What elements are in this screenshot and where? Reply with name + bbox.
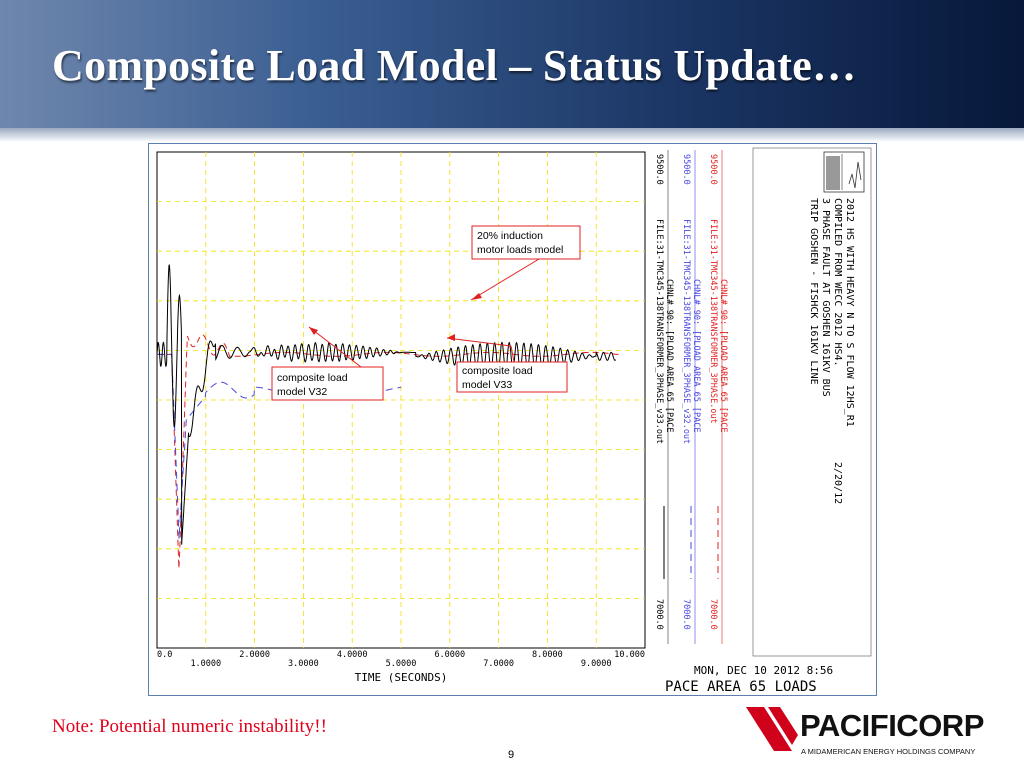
legend-ymax: 9500.0	[681, 154, 691, 185]
legend-channel: CHNL# 90: [PLOAD AREA 65 [PACE	[718, 279, 728, 433]
x-tick-label: 7.0000	[483, 659, 514, 669]
x-tick-label: 6.0000	[434, 650, 465, 660]
header-divider	[0, 128, 1024, 142]
series-line-black	[156, 264, 617, 545]
annotation-line: composite load	[277, 372, 348, 384]
case-info-frame	[752, 147, 872, 657]
annotation-line: motor loads model	[477, 244, 563, 256]
x-tick-label: 5.0000	[386, 659, 417, 669]
x-tick-label: 2.0000	[239, 650, 270, 660]
legend-file: FILE:31-TMC345-138TRANSFORMER_3PHASE_v33…	[654, 219, 664, 444]
x-tick-label: 3.0000	[288, 659, 319, 669]
case-info-line: 3 PHASE FAULT AT GOSHEN 161KV BUS	[820, 198, 831, 397]
annotation-arrow	[308, 326, 362, 368]
legend-ymin: 7000.0	[654, 599, 664, 630]
x-tick-label: 10.000	[614, 650, 645, 660]
legend-entry: 9500.0 FILE:31-TMC345-138TRANSFORMER_3PHA…	[708, 150, 728, 644]
x-axis-label: TIME (SECONDS)	[355, 671, 448, 684]
x-tick-label: 9.0000	[581, 659, 612, 669]
case-info-line: TRIP GOSHEN - FISHCK 161KV LINE	[808, 198, 819, 385]
logo-tagline: A MIDAMERICAN ENERGY HOLDINGS COMPANY	[801, 747, 976, 756]
instability-note: Note: Potential numeric instability!!	[52, 716, 327, 737]
logo-mark-icon	[746, 707, 798, 751]
legend-ymin: 7000.0	[708, 599, 718, 630]
legend-entry: 9500.0 FILE:31-TMC345-138TRANSFORMER_3PHA…	[681, 150, 701, 644]
legend-channel: CHNL# 90: [PLOAD AREA 65 [PACE	[664, 279, 674, 433]
legend-ymax: 9500.0	[654, 154, 664, 185]
case-info-block: 2012 HS WITH HEAVY N TO S FLOW 12HS_R1CO…	[752, 147, 872, 657]
x-tick-label: 1.0000	[190, 659, 221, 669]
annotation-line: composite load	[462, 365, 533, 377]
annotation-arrow	[510, 345, 515, 363]
grid-lines	[157, 152, 645, 648]
plot-figure: 0.0 2.0000 4.0000 6.0000 8.0000 10.000 1.0000 3…	[148, 143, 877, 696]
case-info-line: 2012 HS WITH HEAVY N TO S FLOW 12HS_R1	[844, 198, 855, 427]
legend-ymax: 9500.0	[708, 154, 718, 185]
plot-caption: PACE AREA 65 LOADS	[665, 679, 817, 695]
x-axis-ticks: 0.0 2.0000 4.0000 6.0000 8.0000 10.000 1.0000 3…	[157, 650, 645, 669]
x-tick-label: 0.0	[157, 650, 172, 660]
legend: 9500.0 FILE:31-TMC345-138TRANSFORMER_3PHA…	[654, 150, 728, 644]
pacificorp-logo: PACIFICORP A MIDAMERICAN ENERGY HOLDINGS…	[740, 705, 1020, 761]
case-info-line: COMPILED FROM WECC 2012 HS4.	[832, 198, 843, 367]
slide-header	[0, 0, 1024, 138]
case-info-date: 2/20/12	[832, 462, 843, 504]
slide-title: Composite Load Model – Status Update…	[52, 41, 857, 90]
annotation-line: model V33	[462, 379, 512, 391]
annotation-arrow	[470, 258, 540, 301]
legend-ymin: 7000.0	[681, 599, 691, 630]
page-number: 9	[508, 749, 515, 761]
annotation-v33: composite load model V33	[446, 334, 568, 393]
series-traces	[156, 264, 621, 569]
plot-timestamp: MON, DEC 10 2012 8:56	[694, 664, 833, 677]
x-tick-label: 4.0000	[337, 650, 368, 660]
legend-entry: 9500.0 FILE:31-TMC345-138TRANSFORMER_3PHA…	[654, 150, 674, 644]
logo-wordmark: PACIFICORP	[800, 708, 984, 743]
annotation-line: model V32	[277, 386, 327, 398]
legend-channel: CHNL# 90: [PLOAD AREA 65 [PACE	[691, 279, 701, 433]
series-line-blue	[157, 353, 401, 539]
annotation-v32: composite load model V32	[271, 326, 384, 401]
x-tick-label: 8.0000	[532, 650, 563, 660]
annotation-induction-motor: 20% induction motor loads model	[470, 225, 581, 301]
annotation-line: 20% induction	[477, 230, 543, 242]
legend-file: FILE:31-TMC345-138TRANSFORMER_3PHASE_v32…	[681, 219, 691, 444]
psse-plot: 0.0 2.0000 4.0000 6.0000 8.0000 10.000 1.0000 3…	[156, 147, 872, 695]
legend-file: FILE:31-TMC345-138TRANSFORMER_3PHASE.out	[708, 219, 718, 424]
